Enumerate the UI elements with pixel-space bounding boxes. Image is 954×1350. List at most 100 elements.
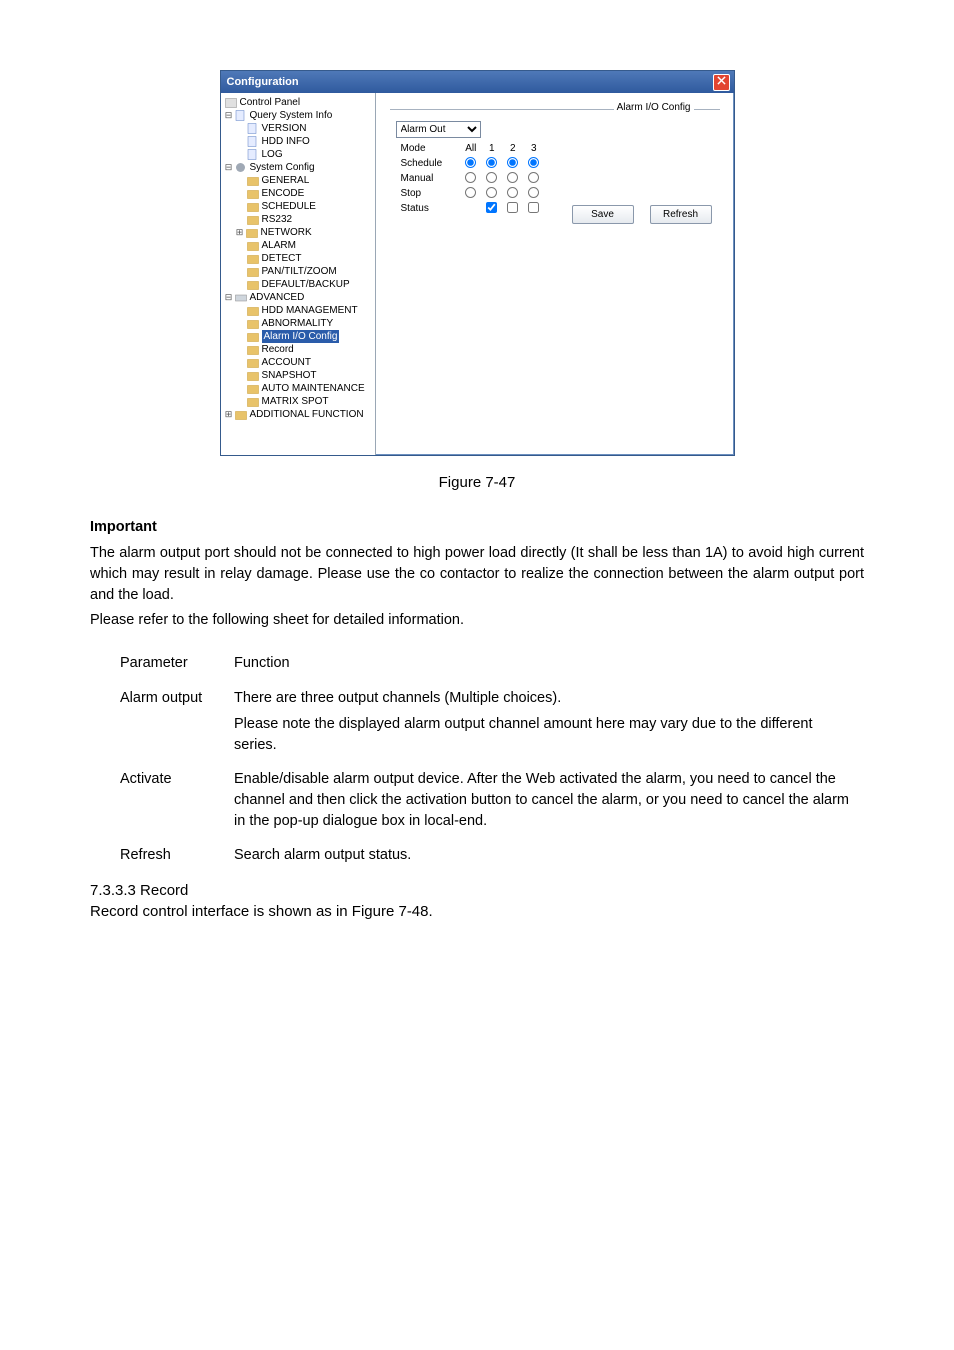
row-schedule-label: Schedule — [396, 156, 461, 171]
subsection-heading: 7.3.3.3 Record — [90, 882, 864, 899]
refresh-button[interactable]: Refresh — [650, 205, 712, 224]
tree-abnormality[interactable]: ABNORMALITY — [224, 317, 375, 330]
schedule-all-radio[interactable] — [465, 157, 476, 168]
schedule-2-radio[interactable] — [507, 157, 518, 168]
func-text: Please note the displayed alarm output c… — [234, 714, 856, 755]
important-heading: Important — [90, 519, 864, 535]
func-alarm-output: There are three output channels (Multipl… — [234, 682, 862, 762]
expand-icon: ⊞ — [235, 226, 245, 239]
folder-icon — [246, 240, 260, 251]
col-1-header: 1 — [481, 141, 502, 156]
tree-account[interactable]: ACCOUNT — [224, 356, 375, 369]
tree-system-config[interactable]: ⊟ System Config — [224, 161, 375, 174]
tree-advanced[interactable]: ⊟ ADVANCED — [224, 291, 375, 304]
tree-schedule[interactable]: SCHEDULE — [224, 200, 375, 213]
gear-icon — [234, 162, 248, 173]
content-pane: Alarm I/O Config Alarm Out Mode All 1 2 … — [376, 93, 734, 455]
table-row: Activate Enable/disable alarm output dev… — [92, 763, 862, 837]
tree-pane: Control Panel ⊟ Query System Info VERSIO… — [221, 93, 376, 455]
tree-detect[interactable]: DETECT — [224, 252, 375, 265]
folder-icon — [246, 357, 260, 368]
doc-icon — [246, 123, 260, 134]
manual-2-radio[interactable] — [507, 172, 518, 183]
tree-alarm-io-config[interactable]: Alarm I/O Config — [224, 330, 375, 343]
tree-hdd-management[interactable]: HDD MANAGEMENT — [224, 304, 375, 317]
manual-all-radio[interactable] — [465, 172, 476, 183]
folder-icon — [246, 331, 260, 342]
tree-record[interactable]: Record — [224, 343, 375, 356]
figure-caption: Figure 7-47 — [90, 474, 864, 491]
close-button[interactable] — [713, 74, 730, 91]
alarm-out-select[interactable]: Alarm Out — [396, 121, 481, 138]
tree-control-panel[interactable]: Control Panel — [224, 96, 375, 109]
doc-icon — [246, 136, 260, 147]
important-para1: The alarm output port should not be conn… — [90, 543, 864, 606]
row-status-label: Status — [396, 201, 461, 216]
row-mode-label: Mode — [396, 141, 461, 156]
header-parameter: Parameter — [92, 647, 232, 680]
folder-icon — [246, 266, 260, 277]
folder-icon — [246, 370, 260, 381]
tree-general[interactable]: GENERAL — [224, 174, 375, 187]
mode-grid: Mode All 1 2 3 Schedule — [396, 141, 545, 216]
folder-icon — [234, 409, 248, 420]
tree-query-system-info[interactable]: ⊟ Query System Info — [224, 109, 375, 122]
doc-icon — [246, 149, 260, 160]
status-1-checkbox[interactable] — [486, 202, 497, 213]
tree-log[interactable]: LOG — [224, 148, 375, 161]
folder-icon — [246, 396, 260, 407]
tree-pantiltzoom[interactable]: PAN/TILT/ZOOM — [224, 265, 375, 278]
collapse-icon: ⊟ — [224, 109, 234, 122]
row-stop-label: Stop — [396, 186, 461, 201]
manual-1-radio[interactable] — [486, 172, 497, 183]
tree-alarm[interactable]: ALARM — [224, 239, 375, 252]
folder-icon — [246, 305, 260, 316]
configuration-window: Configuration Control Panel ⊟ Query Syst… — [220, 70, 735, 456]
tree-default-backup[interactable]: DEFAULT/BACKUP — [224, 278, 375, 291]
func-refresh: Search alarm output status. — [234, 839, 862, 872]
save-button[interactable]: Save — [572, 205, 634, 224]
param-alarm-output: Alarm output — [92, 682, 232, 762]
collapse-icon: ⊟ — [224, 291, 234, 304]
stop-1-radio[interactable] — [486, 187, 497, 198]
schedule-3-radio[interactable] — [528, 157, 539, 168]
groupbox-label: Alarm I/O Config — [614, 102, 694, 113]
table-row: Alarm output There are three output chan… — [92, 682, 862, 762]
close-icon — [717, 76, 726, 88]
content-buttons: Save Refresh — [572, 205, 712, 224]
col-3-header: 3 — [523, 141, 544, 156]
folder-icon — [246, 279, 260, 290]
doc-icon — [234, 110, 248, 121]
col-2-header: 2 — [502, 141, 523, 156]
folder-icon — [246, 383, 260, 394]
manual-3-radio[interactable] — [528, 172, 539, 183]
panel-icon — [224, 97, 238, 108]
func-activate: Enable/disable alarm output device. Afte… — [234, 763, 862, 837]
schedule-1-radio[interactable] — [486, 157, 497, 168]
tree-matrix-spot[interactable]: MATRIX SPOT — [224, 395, 375, 408]
status-3-checkbox[interactable] — [528, 202, 539, 213]
param-refresh: Refresh — [92, 839, 232, 872]
stop-all-radio[interactable] — [465, 187, 476, 198]
stop-3-radio[interactable] — [528, 187, 539, 198]
tree-version[interactable]: VERSION — [224, 122, 375, 135]
tree-encode[interactable]: ENCODE — [224, 187, 375, 200]
config-body: Control Panel ⊟ Query System Info VERSIO… — [221, 93, 734, 455]
expand-icon: ⊞ — [224, 408, 234, 421]
tree-additional-function[interactable]: ⊞ ADDITIONAL FUNCTION — [224, 408, 375, 421]
stop-2-radio[interactable] — [507, 187, 518, 198]
tree-rs232[interactable]: RS232 — [224, 213, 375, 226]
folder-icon — [246, 175, 260, 186]
status-2-checkbox[interactable] — [507, 202, 518, 213]
important-para2: Please refer to the following sheet for … — [90, 610, 864, 631]
table-header-row: Parameter Function — [92, 647, 862, 680]
col-all-header: All — [460, 141, 481, 156]
func-text: There are three output channels (Multipl… — [234, 688, 856, 709]
tree-snapshot[interactable]: SNAPSHOT — [224, 369, 375, 382]
table-row: Refresh Search alarm output status. — [92, 839, 862, 872]
tree-hdd-info[interactable]: HDD INFO — [224, 135, 375, 148]
folder-icon — [246, 201, 260, 212]
window-title: Configuration — [227, 76, 299, 88]
tree-network[interactable]: ⊞ NETWORK — [224, 226, 375, 239]
tree-auto-maintenance[interactable]: AUTO MAINTENANCE — [224, 382, 375, 395]
